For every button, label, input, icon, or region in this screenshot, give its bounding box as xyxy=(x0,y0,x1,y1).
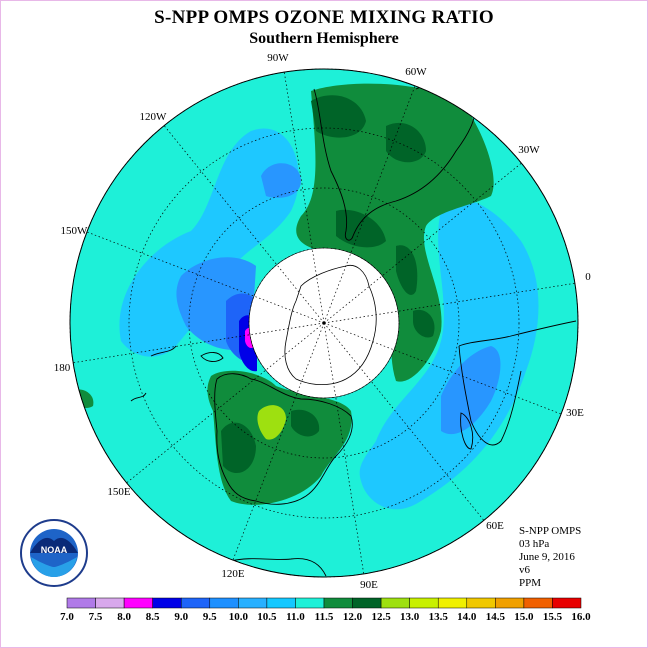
ozone-region-yellow-green xyxy=(257,405,286,440)
colorbar-tick-label: 12.0 xyxy=(343,611,363,623)
colorbar-swatch xyxy=(295,597,325,609)
colorbar-swatch xyxy=(352,597,382,609)
info-units: PPM xyxy=(519,577,542,589)
page-title: S-NPP OMPS OZONE MIXING RATIO xyxy=(154,7,494,28)
colorbar: 7.0 7.5 8.0 8.5 9.0 9.5 10.0 10.5 11.0 11.5 12.0 12… xyxy=(60,597,591,623)
colorbar-tick-label: 9.5 xyxy=(203,611,217,623)
colorbar-tick-label: 10.0 xyxy=(229,611,249,623)
colorbar-swatch xyxy=(209,597,239,609)
info-version: v6 xyxy=(519,564,530,576)
ozone-region-dark-green xyxy=(386,122,426,163)
lon-label-150w: 150W xyxy=(61,225,89,237)
ozone-region-light-blue xyxy=(119,128,299,357)
lon-label-60w: 60W xyxy=(405,66,427,78)
ozone-region-dark-green xyxy=(336,209,386,248)
ozone-region-dark-green xyxy=(396,245,418,295)
colorbar-tick-label: 11.5 xyxy=(315,611,334,623)
lon-label-30e: 30E xyxy=(566,407,584,419)
colorbar-swatch xyxy=(95,597,125,609)
colorbar-swatch xyxy=(66,597,96,609)
coastline-antarctica xyxy=(284,264,377,386)
ozone-region-green xyxy=(296,83,494,382)
latitude-circle xyxy=(248,247,400,399)
lon-label-120e: 120E xyxy=(221,568,245,580)
latitude-circle xyxy=(69,68,579,578)
colorbar-tick-label: 9.0 xyxy=(174,611,188,623)
ozone-region-dark-green xyxy=(413,309,435,338)
page-subtitle: Southern Hemisphere xyxy=(249,30,399,47)
coastline-new-zealand xyxy=(130,345,177,402)
colorbar-swatch xyxy=(437,597,468,609)
colorbar-swatch xyxy=(552,597,582,609)
colorbar-swatch xyxy=(152,597,182,609)
noaa-logo: NOAA xyxy=(20,519,88,587)
colorbar-swatch xyxy=(380,597,410,609)
colorbar-tick-label: 7.0 xyxy=(60,611,74,623)
ozone-region-mid-blue xyxy=(261,163,301,198)
colorbar-swatch xyxy=(123,597,153,609)
colorbar-tick-label: 14.5 xyxy=(486,611,506,623)
colorbar-swatch xyxy=(323,597,353,609)
ozone-region-dark-green xyxy=(311,95,366,138)
coastline-australia xyxy=(214,373,353,505)
coastline-islands xyxy=(200,352,224,362)
graticule xyxy=(69,68,579,578)
info-instrument: S-NPP OMPS xyxy=(519,525,582,537)
noaa-logo-text: NOAA xyxy=(41,545,68,555)
coastline-indonesia xyxy=(230,558,327,577)
colorbar-swatch xyxy=(495,597,525,609)
colorbar-tick-label: 16.0 xyxy=(571,611,591,623)
colorbar-tick-label: 12.5 xyxy=(371,611,391,623)
colorbar-swatch xyxy=(238,597,268,609)
latitude-circle xyxy=(188,187,460,459)
lon-label-90e: 90E xyxy=(360,579,378,591)
ozone-region-mid-blue xyxy=(441,346,501,435)
colorbar-swatch xyxy=(180,597,211,609)
colorbar-tick-label: 13.5 xyxy=(429,611,449,623)
ozone-region-light-blue xyxy=(359,198,539,510)
colorbar-tick-label: 15.0 xyxy=(514,611,534,623)
lon-label-180: 180 xyxy=(54,362,71,374)
colorbar-swatch xyxy=(409,597,439,609)
lon-label-90w: 90W xyxy=(267,52,289,64)
ozone-region-dark-green xyxy=(221,422,256,474)
colorbar-tick-label: 15.5 xyxy=(543,611,563,623)
colorbar-swatch xyxy=(466,597,496,609)
lon-label-120w: 120W xyxy=(140,111,168,123)
colorbar-tick-label: 11.0 xyxy=(286,611,305,623)
colorbar-swatch xyxy=(266,597,296,609)
info-pressure-level: 03 hPa xyxy=(519,538,550,550)
lon-label-60e: 60E xyxy=(486,520,504,532)
colorbar-tick-label: 13.0 xyxy=(400,611,420,623)
colorbar-tick-label: 8.0 xyxy=(117,611,131,623)
ozone-field xyxy=(70,69,578,577)
colorbar-tick-label: 8.5 xyxy=(146,611,160,623)
colorbar-tick-label: 7.5 xyxy=(89,611,103,623)
coastline-africa xyxy=(458,320,577,446)
colorbar-tick-label: 10.5 xyxy=(257,611,277,623)
lon-label-150e: 150E xyxy=(107,486,131,498)
colorbar-tick-label: 14.0 xyxy=(457,611,477,623)
lon-label-30w: 30W xyxy=(518,144,540,156)
latitude-circle xyxy=(128,127,520,519)
colorbar-swatch xyxy=(523,597,553,609)
lon-label-0: 0 xyxy=(585,271,591,283)
info-date: June 9, 2016 xyxy=(519,551,575,563)
info-block: S-NPP OMPS 03 hPa June 9, 2016 v6 PPM xyxy=(519,525,581,590)
coastline-madagascar xyxy=(460,412,474,450)
ozone-region-dark-green xyxy=(291,409,320,437)
